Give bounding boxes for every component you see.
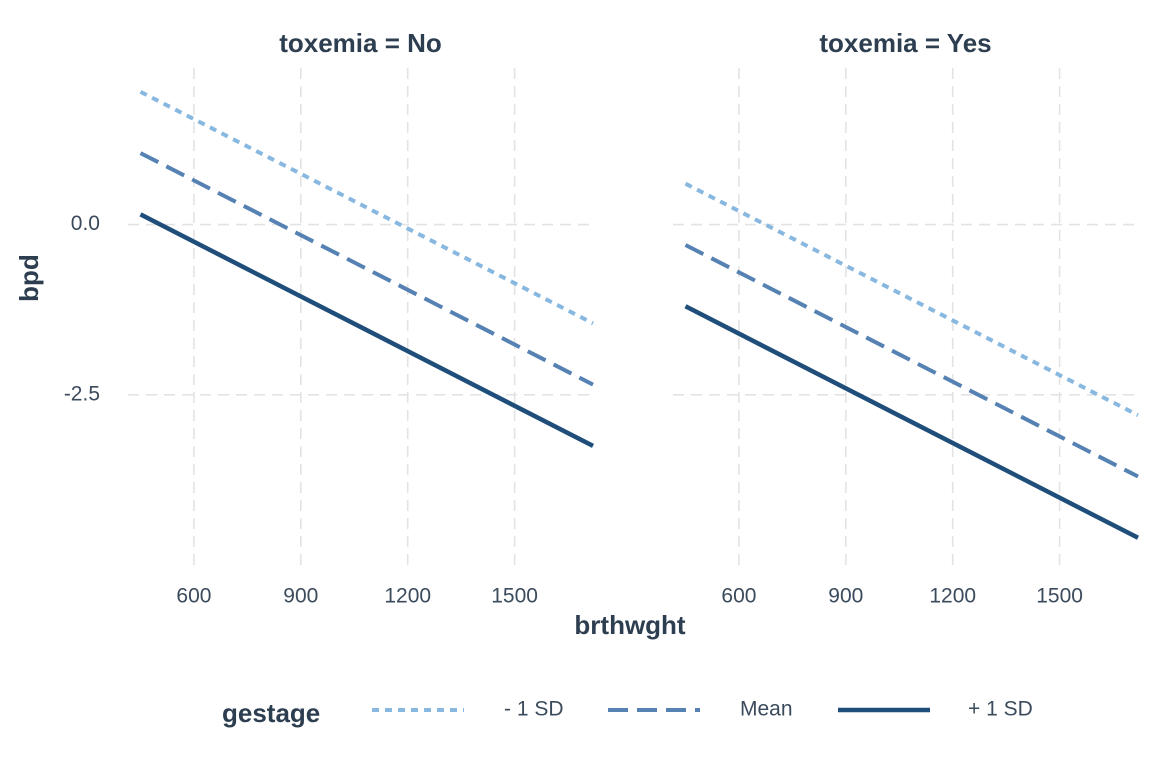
y-tick-label: -2.5	[64, 382, 100, 405]
legend-label: - 1 SD	[504, 698, 564, 721]
x-axis-title: brthwght	[574, 610, 686, 640]
facet-title: toxemia = Yes	[819, 28, 991, 58]
x-tick-label: 1500	[491, 584, 538, 607]
legend-title: gestage	[222, 698, 320, 728]
series-line-mean	[139, 151, 594, 387]
x-tick-label: 900	[283, 584, 318, 607]
series-line-1-sd	[684, 304, 1140, 540]
y-tick-label: 0.0	[71, 212, 100, 235]
x-tick-label: 1200	[929, 584, 976, 607]
series-line-1-sd	[139, 212, 595, 448]
facet-title: toxemia = No	[279, 28, 442, 58]
series-line-1-sd	[139, 90, 594, 326]
facets-layer: 600 900 1200 1500 toxemia = No 600 900 1200 1500…	[128, 28, 1140, 607]
x-tick-label: 900	[828, 584, 863, 607]
legend-label: Mean	[740, 698, 793, 721]
legend: gestage - 1 SD Mean + 1 SD	[222, 698, 1033, 728]
x-tick-label: 1500	[1036, 584, 1083, 607]
x-tick-label: 600	[721, 584, 756, 607]
y-tick-labels: 0.0 -2.5	[64, 212, 100, 405]
facet-panel-1: 600 900 1200 1500 toxemia = No	[128, 28, 595, 607]
facet-panel-2: 600 900 1200 1500 toxemia = Yes	[673, 28, 1140, 607]
x-tick-label: 1200	[384, 584, 431, 607]
legend-label: + 1 SD	[968, 698, 1033, 721]
y-axis-title: bpd	[14, 254, 44, 302]
series-line-1-sd	[684, 181, 1139, 417]
x-tick-label: 600	[176, 584, 211, 607]
series-line-mean	[684, 243, 1139, 479]
